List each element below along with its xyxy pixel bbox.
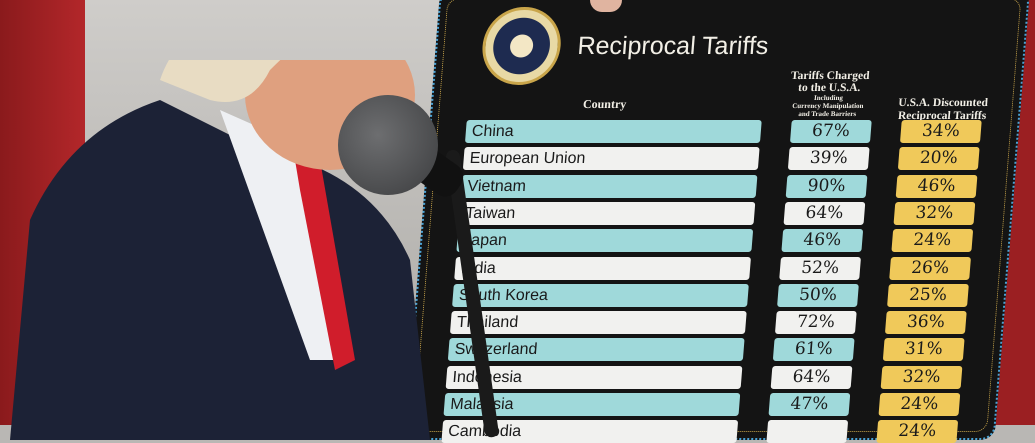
discounted-tariff-cell: 24%	[891, 229, 974, 253]
tariff-charged-cell: 64%	[770, 365, 853, 389]
header-charged-line2: to the U.S.A.	[797, 82, 861, 94]
discounted-tariff-cell: 24%	[876, 420, 959, 443]
header-charged-line1: Tariffs Charged	[790, 70, 870, 82]
discounted-tariff-cell: 36%	[884, 311, 967, 335]
header-tariffs-charged: Tariffs Charged to the U.S.A. Including …	[777, 70, 881, 118]
tariff-charged-cell: 46%	[781, 229, 864, 253]
header-country: Country	[582, 97, 627, 111]
tariff-charged-cell: 64%	[783, 201, 866, 225]
discounted-tariff-cell: 24%	[878, 393, 961, 416]
country-cell: Switzerland	[447, 338, 745, 362]
tariff-charged-cell: 67%	[789, 120, 872, 143]
red-tie	[295, 160, 355, 370]
tariff-charged-cell: 72%	[774, 311, 857, 335]
discounted-tariff-cell: 31%	[882, 338, 965, 362]
tariff-charged-cell: 61%	[772, 338, 855, 362]
discounted-tariff-cell: 20%	[897, 147, 980, 171]
discounted-tariff-cell: 26%	[889, 256, 972, 280]
tariff-charged-cell: 52%	[779, 256, 862, 280]
tariff-charged-cell: 39%	[787, 147, 870, 171]
discounted-tariff-cell: 32%	[893, 201, 976, 225]
discounted-tariff-cell: 34%	[899, 120, 982, 143]
header-charged-sub1: Including	[813, 94, 844, 102]
hand	[590, 0, 622, 12]
country-cell: Thailand	[449, 311, 747, 335]
country-cell: India	[454, 256, 752, 280]
hair	[160, 60, 281, 102]
microphone-icon	[338, 95, 438, 195]
tariff-charged-cell	[766, 420, 849, 443]
discounted-tariff-cell: 32%	[880, 365, 963, 389]
person-speaking	[10, 60, 430, 440]
country-cell: Japan	[456, 229, 754, 253]
shirt	[220, 110, 350, 360]
country-cell: Taiwan	[458, 201, 756, 225]
country-cell: Vietnam	[460, 174, 758, 198]
tariff-board: Reciprocal Tariffs Country Tariffs Charg…	[404, 0, 1030, 443]
discounted-tariff-cell: 25%	[887, 283, 969, 307]
country-cell: South Korea	[452, 283, 749, 307]
header-charged-sub3: and Trade Barriers	[798, 110, 857, 118]
tariff-charged-cell: 90%	[785, 174, 868, 198]
country-cell: European Union	[462, 147, 760, 171]
discounted-tariff-cell: 46%	[895, 174, 978, 198]
header-disc-line1: U.S.A. Discounted	[897, 97, 989, 109]
board-title: Reciprocal Tariffs	[576, 32, 770, 60]
header-charged-sub2: Currency Manipulation	[791, 102, 864, 110]
tariff-charged-cell: 50%	[777, 283, 859, 307]
country-cell: China	[464, 120, 762, 143]
tariff-charged-cell: 47%	[768, 393, 851, 416]
